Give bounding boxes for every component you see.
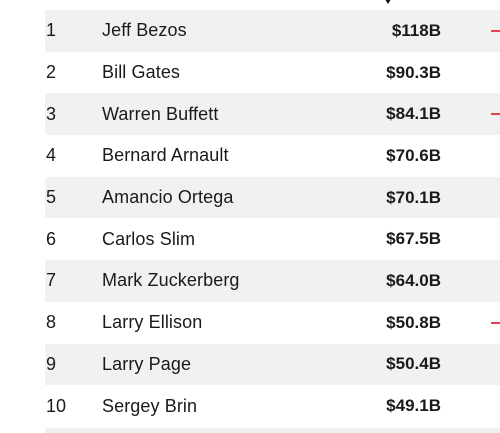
rank-cell: 9 — [46, 353, 57, 374]
net-worth-cell: $64.0B — [386, 270, 441, 290]
rank-cell: 7 — [46, 270, 57, 291]
table-row: 8 Larry Ellison $50.8B — [45, 302, 500, 344]
table-row: 5 Amancio Ortega $70.1B — [45, 176, 500, 219]
trend-down-icon — [491, 29, 500, 32]
name-cell[interactable]: Carlos Slim — [102, 228, 196, 249]
rank-cell: 1 — [46, 20, 57, 41]
rank-cell: 6 — [46, 228, 57, 249]
rankings-table: 1 Jeff Bezos $118B 2 Bill Gates $90.3B 3… — [45, 10, 500, 427]
sort-descending-icon[interactable] — [383, 0, 393, 4]
trend-down-icon — [491, 321, 500, 324]
name-cell[interactable]: Amancio Ortega — [102, 187, 234, 208]
name-cell[interactable]: Bernard Arnault — [102, 145, 229, 166]
table-row: 6 Carlos Slim $67.5B — [45, 218, 500, 260]
name-cell[interactable]: Warren Buffett — [102, 103, 219, 124]
net-worth-cell: $50.4B — [386, 354, 441, 374]
table-row: 7 Mark Zuckerberg $64.0B — [45, 260, 500, 302]
name-cell[interactable]: Mark Zuckerberg — [102, 270, 240, 291]
name-cell[interactable]: Larry Ellison — [102, 312, 203, 333]
net-worth-cell: $84.1B — [386, 104, 441, 124]
net-worth-cell: $70.1B — [386, 187, 441, 207]
name-cell[interactable]: Jeff Bezos — [102, 20, 187, 41]
rank-cell: 4 — [46, 145, 57, 166]
trend-down-icon — [491, 113, 500, 116]
name-cell[interactable]: Larry Page — [102, 353, 192, 374]
rank-cell: 8 — [46, 312, 57, 333]
table-row: 3 Warren Buffett $84.1B — [45, 93, 500, 136]
name-cell[interactable]: Sergey Brin — [102, 395, 198, 416]
net-worth-cell: $67.5B — [386, 229, 441, 249]
net-worth-cell: $118B — [391, 20, 441, 40]
net-worth-cell: $90.3B — [386, 62, 441, 82]
rank-cell: 3 — [46, 103, 57, 124]
net-worth-cell: $70.6B — [386, 145, 441, 165]
name-cell[interactable]: Bill Gates — [102, 62, 181, 83]
next-row-partial — [45, 428, 500, 433]
table-row: 10 Sergey Brin $49.1B — [45, 385, 500, 427]
table-row: 1 Jeff Bezos $118B — [45, 10, 500, 52]
table-row: 9 Larry Page $50.4B — [45, 343, 500, 386]
net-worth-cell: $50.8B — [386, 312, 441, 332]
rank-cell: 5 — [46, 187, 57, 208]
net-worth-cell: $49.1B — [386, 396, 441, 416]
table-row: 4 Bernard Arnault $70.6B — [45, 135, 500, 177]
rank-cell: 10 — [46, 395, 67, 416]
rank-cell: 2 — [46, 62, 57, 83]
table-row: 2 Bill Gates $90.3B — [45, 52, 500, 94]
